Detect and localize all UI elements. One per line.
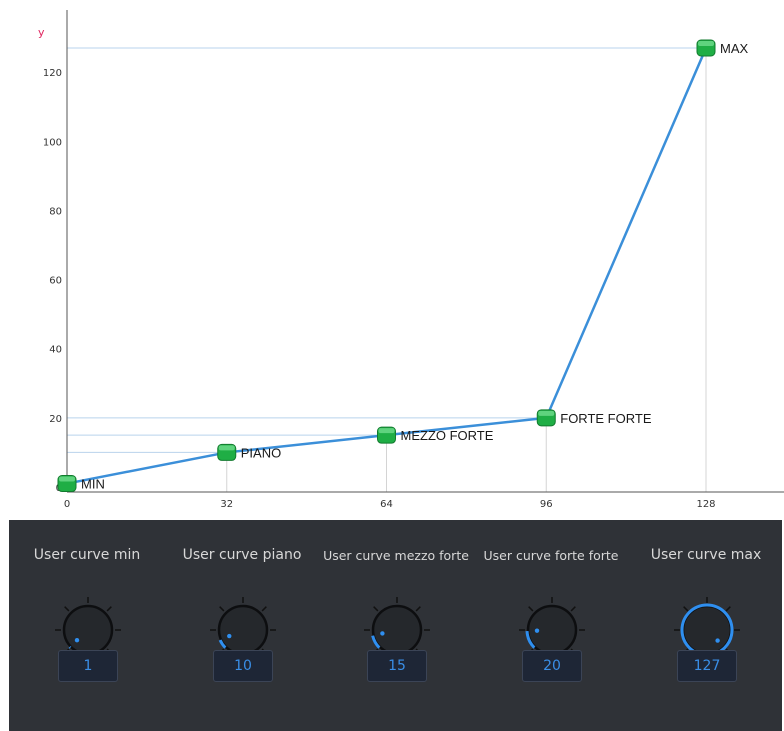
knob-value-field[interactable]: 10 (213, 650, 273, 682)
user-curve-panel: User curve min 1 User curve piano 10 User cu… (9, 520, 782, 731)
knob-group: User curve forte forte 20 (476, 520, 626, 731)
x-tick-label: 128 (696, 499, 715, 510)
knob-title: User curve forte forte (483, 547, 619, 563)
y-tick-label: 120 (43, 68, 62, 79)
x-tick-label: 0 (64, 499, 70, 510)
knob-group: User curve max 127 (631, 520, 781, 731)
rotary-knob[interactable] (669, 592, 745, 668)
y-tick-label: 40 (49, 345, 62, 356)
y-tick-label: 60 (49, 276, 62, 287)
y-tick-label: 20 (49, 414, 62, 425)
knob-title: User curve mezzo forte (323, 547, 469, 563)
curve-point-piano[interactable]: PIANO (217, 443, 281, 461)
y-tick-labels: 020406080100120 (43, 68, 62, 494)
knob-value-field[interactable]: 1 (58, 650, 118, 682)
curve-point-label: MAX (720, 41, 749, 56)
curve-point-label: PIANO (241, 445, 281, 460)
y-axis-label: y (38, 26, 45, 39)
curve-point-forte-forte[interactable]: FORTE FORTE (536, 409, 652, 427)
curve-point-label: MIN (81, 477, 105, 492)
knob-value-field[interactable]: 15 (367, 650, 427, 682)
curve-points: MIN PIANO MEZZO FORTE FORTE FORTE MAX (57, 39, 749, 493)
guide-lines (67, 47, 707, 492)
curve-point-label: MEZZO FORTE (401, 428, 494, 443)
knob-title: User curve min (33, 547, 141, 563)
x-tick-label: 96 (540, 499, 553, 510)
curve-point-mezzo-forte[interactable]: MEZZO FORTE (377, 426, 494, 444)
knob-value-field[interactable]: 127 (677, 650, 737, 682)
knob-group: User curve piano 10 (167, 520, 317, 731)
y-tick-label: 100 (43, 137, 62, 148)
knob-group: User curve mezzo forte 15 (321, 520, 471, 731)
x-axis-label: x (740, 516, 747, 520)
x-tick-labels: 0 32 64 96 128 (64, 499, 716, 510)
curve-point-max[interactable]: MAX (696, 39, 749, 57)
knob-group: User curve min 1 (12, 520, 162, 731)
knob-value-field[interactable]: 20 (522, 650, 582, 682)
y-tick-label: 80 (49, 206, 62, 217)
knob-title: User curve max (650, 547, 762, 563)
x-tick-label: 64 (380, 499, 393, 510)
x-tick-label: 32 (220, 499, 233, 510)
curve-point-min[interactable]: MIN (57, 475, 105, 493)
knob-title: User curve piano (182, 547, 302, 563)
curve-point-label: FORTE FORTE (560, 411, 652, 426)
